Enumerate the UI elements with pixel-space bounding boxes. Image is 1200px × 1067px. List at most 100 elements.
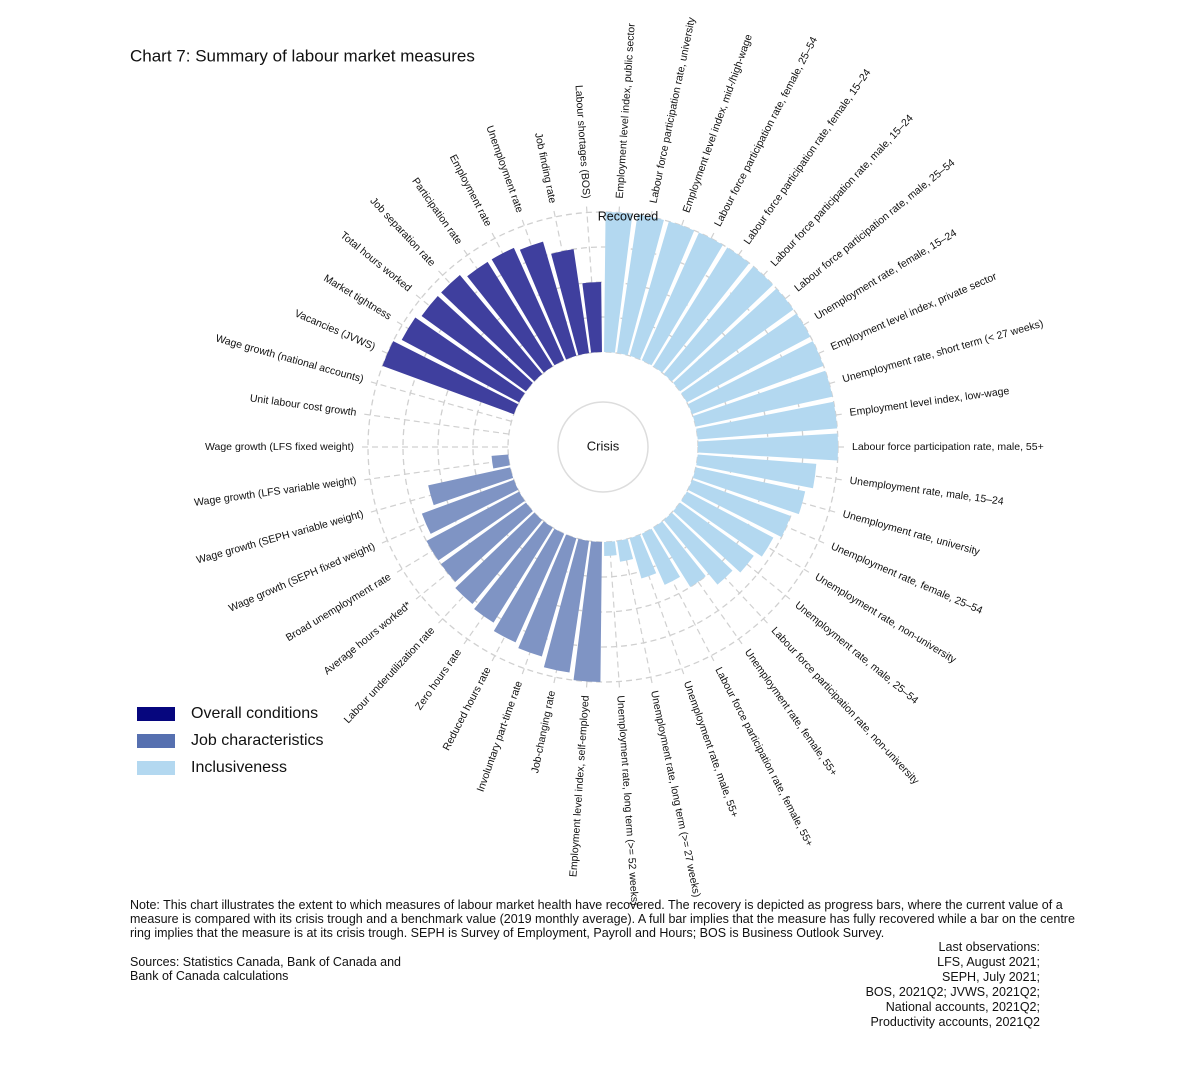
note: Note: This chart illustrates the extent … <box>130 898 1075 940</box>
bar <box>616 214 664 356</box>
bar <box>551 249 590 356</box>
bar <box>467 261 553 373</box>
bar <box>491 247 565 366</box>
legend-label: Job characteristics <box>191 732 324 749</box>
legend-label: Overall conditions <box>191 705 318 722</box>
bar <box>604 541 617 556</box>
bar <box>692 467 806 515</box>
bar <box>663 266 773 382</box>
bar <box>582 282 602 353</box>
sources: Sources: Statistics Canada, Bank of Cana… <box>130 955 401 983</box>
bar <box>663 512 733 585</box>
category-label: Wage growth (LFS fixed weight) <box>205 441 354 453</box>
category-label: Labour force participation rate, female,… <box>712 35 820 229</box>
bar <box>421 296 533 392</box>
category-label: Vacancies (JVWS) <box>293 308 377 354</box>
bar <box>629 534 657 579</box>
radial-line <box>362 413 509 435</box>
category-label: Involuntary part-time rate <box>475 679 525 793</box>
bar <box>426 491 525 561</box>
bar <box>519 241 577 360</box>
category-label: Labour force participation rate, male, 5… <box>852 441 1044 453</box>
bar <box>641 232 723 366</box>
bar <box>697 433 838 461</box>
category-label: Labour force participation rate, female,… <box>712 665 815 849</box>
category-label: Employment level index, public sector <box>614 22 638 199</box>
category-label: Job finding rate <box>532 132 558 205</box>
bar <box>421 479 519 534</box>
bar <box>573 541 602 682</box>
category-label: Unemployment rate, female, 55+ <box>742 647 840 779</box>
labels: Labour shortages (BOS) Job finding rate Un… <box>193 15 1044 906</box>
category-label: Unemployment rate, male, 25–54 <box>793 599 921 706</box>
bar <box>382 341 519 415</box>
bar <box>653 521 706 588</box>
category-label: Wage growth (LFS variable weight) <box>193 475 357 509</box>
bar <box>681 491 774 557</box>
legend-swatch <box>137 761 175 775</box>
bar <box>401 317 525 403</box>
bar <box>440 502 533 582</box>
bar <box>641 528 681 585</box>
bar <box>455 512 543 604</box>
bar <box>441 274 543 382</box>
last-observation-line: SEPH, July 2021; <box>942 970 1040 984</box>
category-label: Employment level index, self-employed <box>567 695 591 878</box>
bar <box>428 467 514 506</box>
bar <box>616 538 634 562</box>
last-observation-line: National accounts, 2021Q2; <box>885 1000 1040 1014</box>
category-label: Unemployment rate, female, 15–24 <box>813 227 960 323</box>
radial-line <box>608 541 621 690</box>
category-label: Wage growth (national accounts) <box>214 333 365 386</box>
bar <box>653 247 750 373</box>
last-observation-line: Last observations: <box>938 940 1040 954</box>
last-observation-line: Productivity accounts, 2021Q2 <box>870 1015 1040 1029</box>
legend: Overall conditions Job characteristics Inc… <box>137 705 324 776</box>
category-label: Reduced hours rate <box>440 665 493 753</box>
category-label: Market tightness <box>321 272 393 322</box>
legend-swatch <box>137 707 175 721</box>
bar <box>491 454 510 469</box>
bar <box>681 313 811 403</box>
category-label: Unemployment rate, male, 15–24 <box>849 475 1005 508</box>
chart-title: Chart 7: Summary of labour market measur… <box>130 46 475 65</box>
category-label: Unit labour cost growth <box>249 392 357 419</box>
bar <box>692 370 833 427</box>
category-label: Labour force participation rate, univers… <box>648 15 698 204</box>
bar <box>493 528 565 643</box>
bar <box>673 288 794 392</box>
last-observations: Last observations: LFS, August 2021; SEPH,… <box>866 940 1040 1030</box>
category-label: Employment level index, low-wage <box>849 385 1010 419</box>
radial-line <box>368 380 512 422</box>
last-observation-line: LFS, August 2021; <box>937 955 1040 969</box>
category-label: Participation rate <box>409 176 464 247</box>
category-label: Labour shortages (BOS) <box>572 85 592 199</box>
center-label: Crisis <box>587 438 620 453</box>
legend-label: Inclusiveness <box>191 759 287 776</box>
bar <box>604 212 633 353</box>
bar <box>687 479 791 538</box>
bar <box>543 538 590 673</box>
outer-label: Recovered <box>598 209 658 223</box>
bar <box>474 521 553 623</box>
category-label: Job-changing rate <box>529 689 558 774</box>
bar <box>696 401 838 440</box>
category-label: Zero hours rate <box>413 647 464 713</box>
center-circle <box>557 401 649 493</box>
radial-line <box>362 459 509 481</box>
bar <box>629 221 695 360</box>
bar <box>696 454 817 489</box>
last-observation-line: BOS, 2021Q2; JVWS, 2021Q2; <box>865 985 1040 999</box>
category-label: Unemployment rate <box>483 124 525 215</box>
bars <box>382 212 838 682</box>
category-label: Employment rate <box>447 153 494 229</box>
radial-line <box>621 539 654 686</box>
bar <box>687 341 824 415</box>
legend-swatch <box>137 734 175 748</box>
bar <box>518 534 577 657</box>
category-label: Unemployment rate, university <box>841 508 982 558</box>
bar <box>673 502 754 573</box>
category-label: Unemployment rate, long term (>= 52 week… <box>614 695 640 906</box>
